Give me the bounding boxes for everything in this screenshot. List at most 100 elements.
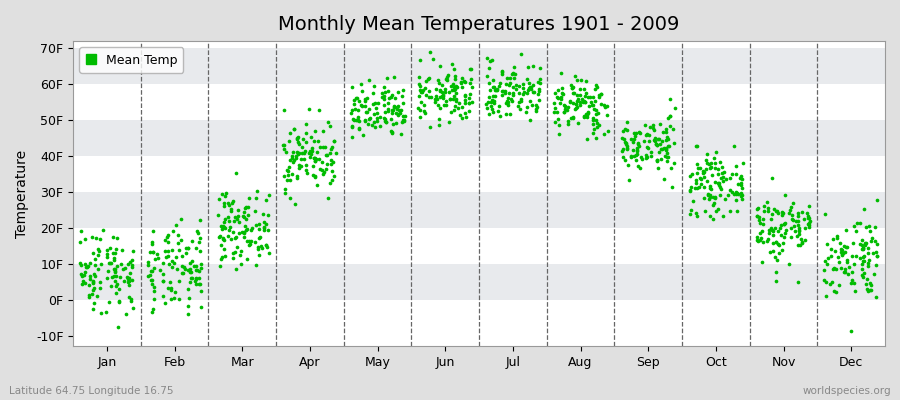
- Point: [259, 242, 274, 249]
- Point: [657, 176, 671, 182]
- Point: [289, 154, 303, 161]
- Point: [81, 282, 95, 288]
- Point: [299, 167, 313, 173]
- Point: [788, 228, 802, 234]
- Point: [89, 235, 104, 241]
- Point: [292, 162, 306, 168]
- Point: [734, 182, 748, 188]
- Point: [521, 87, 535, 93]
- Point: [141, 273, 156, 279]
- Point: [86, 250, 100, 256]
- Point: [552, 122, 566, 128]
- Point: [770, 208, 784, 214]
- Point: [763, 216, 778, 222]
- Point: [350, 95, 365, 101]
- Point: [358, 117, 373, 124]
- Point: [75, 281, 89, 287]
- Point: [230, 244, 245, 250]
- Point: [512, 90, 526, 96]
- Point: [590, 124, 604, 130]
- Point: [313, 166, 328, 172]
- Point: [689, 176, 704, 183]
- Bar: [73, 300, 885, 336]
- Point: [573, 102, 588, 108]
- Point: [629, 152, 643, 158]
- Point: [345, 123, 359, 129]
- Point: [86, 280, 100, 286]
- Point: [183, 266, 197, 272]
- Point: [705, 172, 719, 178]
- Point: [85, 290, 99, 297]
- Point: [90, 292, 104, 299]
- Point: [508, 82, 523, 89]
- Point: [633, 129, 647, 136]
- Point: [114, 261, 129, 267]
- Point: [766, 232, 780, 238]
- Point: [440, 72, 454, 78]
- Point: [386, 104, 400, 111]
- Point: [350, 107, 365, 113]
- Point: [500, 98, 515, 104]
- Point: [220, 233, 235, 240]
- Point: [650, 156, 664, 163]
- Point: [440, 74, 454, 80]
- Point: [287, 200, 302, 207]
- Point: [576, 98, 590, 105]
- Point: [584, 99, 598, 106]
- Point: [123, 259, 138, 265]
- Point: [147, 288, 161, 294]
- Point: [211, 212, 225, 218]
- Point: [233, 252, 248, 258]
- Point: [526, 88, 540, 95]
- Point: [447, 66, 462, 72]
- Point: [313, 144, 328, 150]
- Point: [121, 279, 135, 286]
- Point: [529, 104, 544, 110]
- Point: [500, 111, 514, 118]
- Point: [688, 143, 703, 150]
- Point: [729, 191, 743, 197]
- Point: [640, 144, 654, 150]
- Point: [798, 224, 813, 231]
- Point: [191, 230, 205, 236]
- Point: [750, 213, 764, 219]
- Point: [260, 244, 274, 250]
- Point: [261, 192, 275, 198]
- Point: [659, 145, 673, 151]
- Point: [517, 89, 531, 96]
- Point: [291, 151, 305, 158]
- Point: [295, 150, 310, 156]
- Point: [143, 268, 157, 274]
- Point: [734, 180, 748, 186]
- Point: [360, 108, 374, 115]
- Point: [217, 202, 231, 209]
- Point: [284, 171, 299, 178]
- Point: [413, 86, 428, 93]
- Point: [144, 267, 158, 274]
- Point: [171, 232, 185, 238]
- Point: [178, 245, 193, 252]
- Point: [462, 99, 476, 106]
- Point: [352, 98, 366, 104]
- Point: [546, 109, 561, 116]
- Point: [648, 138, 662, 144]
- Point: [412, 114, 427, 120]
- Point: [791, 218, 806, 224]
- Point: [383, 128, 398, 134]
- Point: [774, 222, 788, 228]
- Point: [105, 250, 120, 256]
- Point: [698, 184, 712, 190]
- Point: [620, 146, 634, 153]
- Point: [290, 173, 304, 180]
- Point: [730, 190, 744, 196]
- Point: [570, 76, 584, 83]
- Point: [526, 89, 541, 95]
- Point: [245, 225, 259, 232]
- Point: [212, 195, 226, 202]
- Point: [619, 140, 634, 146]
- Y-axis label: Temperature: Temperature: [15, 150, 29, 238]
- Point: [435, 89, 449, 96]
- Point: [728, 197, 742, 204]
- Point: [302, 150, 316, 156]
- Point: [239, 238, 254, 245]
